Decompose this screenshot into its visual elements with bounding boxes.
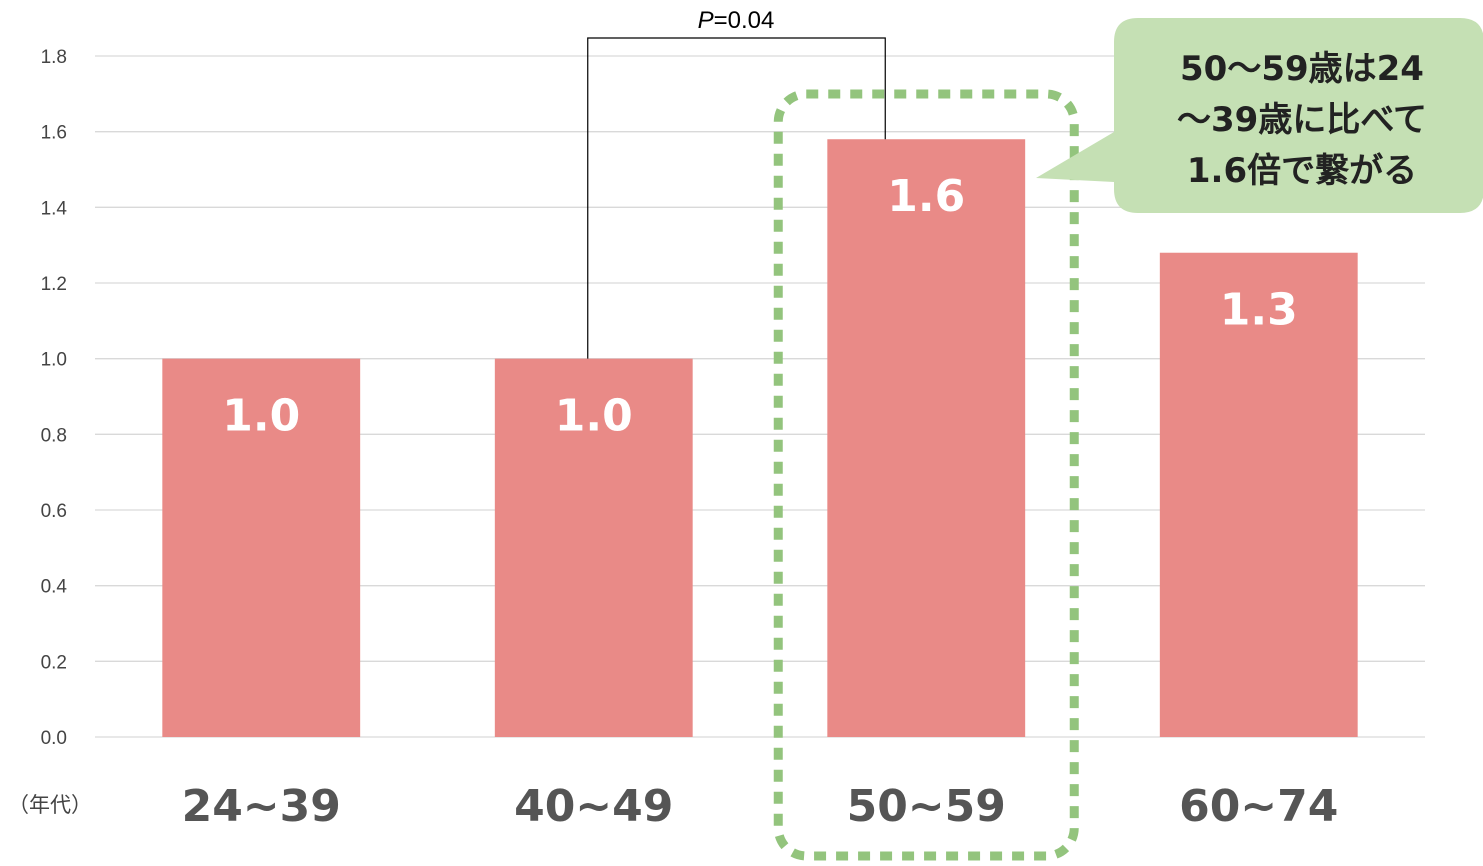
y-tick-label: 1.8: [41, 47, 67, 68]
x-category-label: 24~39: [182, 781, 341, 832]
x-unit-label: （年代）: [8, 793, 92, 817]
p-value-label: P=0.04: [698, 7, 775, 34]
x-axis-categories: 24~39 40~49 50~59 60~74: [182, 781, 1339, 832]
y-tick-label: 0.4: [41, 577, 68, 598]
p-value-symbol: P: [698, 7, 714, 34]
y-axis-ticks: 0.0 0.2 0.4 0.6 0.8 1.0 1.2 1.4 1.6 1.8: [41, 47, 68, 749]
bar-50~59: [827, 139, 1025, 737]
y-tick-label: 1.6: [41, 123, 67, 144]
x-category-label: 50~59: [847, 781, 1006, 832]
x-category-label: 40~49: [514, 781, 673, 832]
y-tick-label: 0.2: [41, 652, 67, 673]
data-label: 1.0: [222, 391, 300, 442]
y-tick-label: 1.0: [41, 350, 67, 371]
y-tick-label: 0.8: [41, 425, 67, 446]
y-tick-label: 0.6: [41, 501, 67, 522]
data-label: 1.3: [1220, 285, 1298, 336]
y-tick-label: 1.4: [41, 198, 68, 219]
data-label: 1.0: [555, 391, 633, 442]
callout-line-2: ～39歳に比べて: [1177, 100, 1427, 140]
callout-line-3: 1.6倍で繋がる: [1187, 151, 1417, 191]
p-value-number: =0.04: [714, 7, 775, 34]
callout-line-1: 50～59歳は24: [1180, 49, 1424, 89]
callout-bubble: 50～59歳は24 ～39歳に比べて 1.6倍で繋がる: [1036, 18, 1483, 213]
bars: [162, 139, 1357, 737]
y-tick-label: 0.0: [41, 728, 67, 749]
y-tick-label: 1.2: [41, 274, 67, 295]
data-label: 1.6: [887, 171, 965, 222]
x-category-label: 60~74: [1179, 781, 1338, 832]
